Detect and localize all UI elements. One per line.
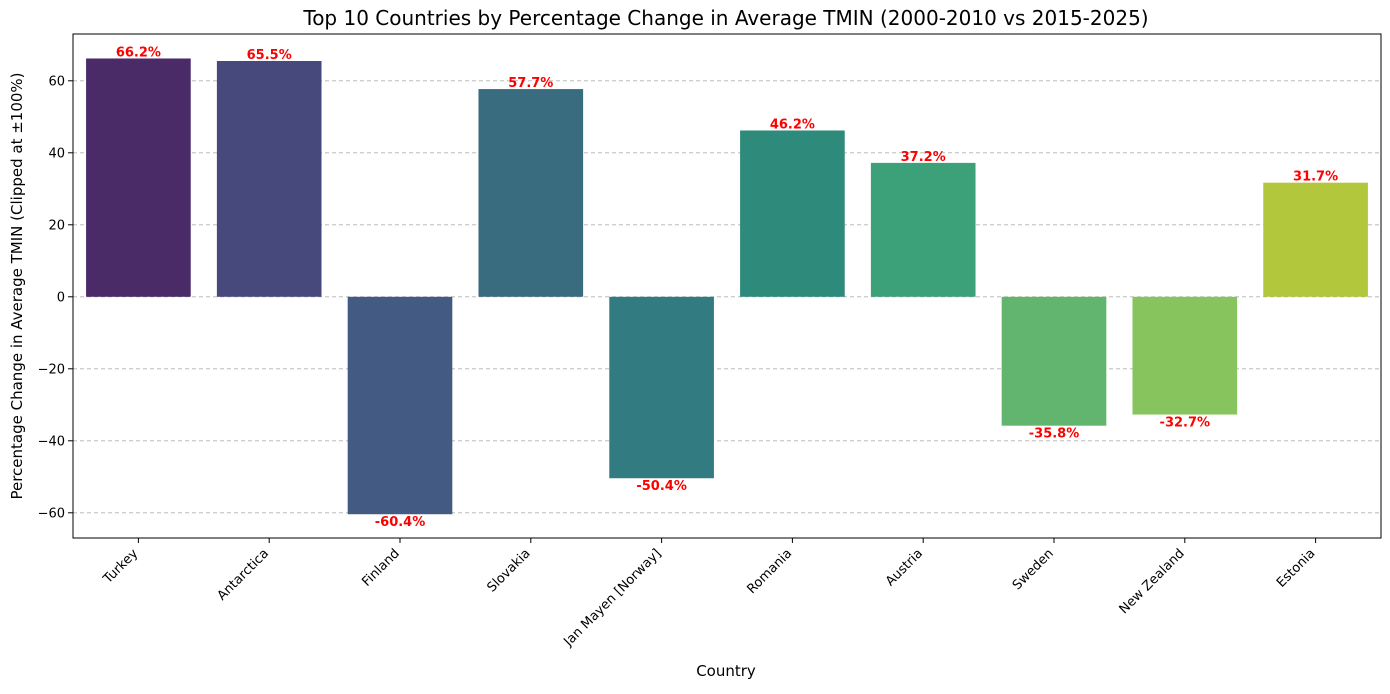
- data-label: 57.7%: [508, 76, 553, 91]
- x-tick-label: New Zealand: [1117, 546, 1188, 617]
- y-axis-label: Percentage Change in Average TMIN (Clipp…: [8, 72, 26, 499]
- data-label: 65.5%: [247, 48, 292, 63]
- y-tick-label: 40: [48, 146, 65, 161]
- x-tick-label: Austria: [883, 546, 926, 589]
- bar: [347, 296, 453, 515]
- chart-title: Top 10 Countries by Percentage Change in…: [302, 6, 1148, 30]
- data-labels-group: 66.2% 65.5% -60.4% 57.7% -50.4% 46.2% 37.2% -35…: [116, 45, 1338, 530]
- bar: [1132, 296, 1238, 415]
- bar: [86, 58, 191, 297]
- bar: [609, 296, 714, 479]
- y-tick-label: −40: [38, 434, 65, 449]
- x-tick-label: Sweden: [1010, 546, 1057, 593]
- x-tick-label: Antarctica: [215, 546, 272, 603]
- y-tick-label: 60: [48, 74, 65, 89]
- bar: [870, 162, 976, 297]
- y-tick-label: 0: [57, 290, 65, 305]
- x-axis-label: Country: [696, 662, 756, 680]
- bar: [740, 130, 845, 297]
- data-label: 37.2%: [901, 150, 946, 165]
- y-tick-label: −60: [38, 506, 65, 521]
- y-tick-label: −20: [38, 362, 65, 377]
- bars-group: [86, 58, 1368, 515]
- bar: [216, 61, 322, 297]
- data-label: -50.4%: [636, 479, 687, 494]
- bar: [1001, 296, 1107, 426]
- data-label: -35.8%: [1029, 427, 1080, 442]
- data-label: 46.2%: [770, 117, 815, 132]
- bar: [1263, 182, 1368, 297]
- data-label: 31.7%: [1293, 170, 1338, 185]
- x-tick-label: Jan Mayen [Norway]: [561, 546, 665, 650]
- data-label: 66.2%: [116, 45, 161, 60]
- y-axis-ticks: −60 −40 −20 0 20 40 60: [38, 74, 73, 521]
- x-tick-label: Turkey: [100, 546, 141, 587]
- bar: [478, 89, 584, 297]
- x-axis-ticks: Turkey Antarctica Finland Slovakia Jan Mayen…: [100, 538, 1318, 650]
- x-tick-label: Finland: [359, 546, 402, 589]
- x-tick-label: Estonia: [1274, 546, 1318, 590]
- data-label: -32.7%: [1160, 416, 1211, 431]
- x-tick-label: Slovakia: [484, 546, 533, 595]
- axes-frame: [72, 33, 1382, 539]
- y-tick-label: 20: [48, 218, 65, 233]
- x-tick-label: Romania: [744, 546, 795, 597]
- data-label: -60.4%: [375, 515, 426, 530]
